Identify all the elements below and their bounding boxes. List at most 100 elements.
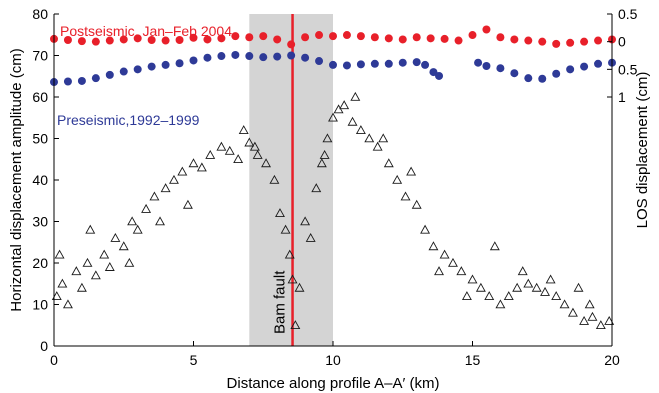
- data-point: [412, 58, 421, 67]
- data-point: [566, 65, 575, 74]
- data-point: [456, 266, 467, 276]
- data-point: [119, 35, 128, 44]
- data-point: [182, 199, 193, 209]
- data-point: [301, 53, 310, 62]
- data-point: [579, 315, 590, 325]
- data-point: [175, 36, 184, 45]
- axes-layer: 0 5 10 15 20 0 10 20 30 40 50 60 70 80 0.5 0 0.5 1: [32, 6, 637, 368]
- data-point: [329, 32, 337, 41]
- data-point: [482, 62, 491, 71]
- y-tick-label: 0: [40, 338, 48, 354]
- data-point: [284, 249, 295, 259]
- y2-axis-title: LOS displacement (cm): [634, 72, 651, 229]
- data-point: [538, 74, 547, 83]
- data-point: [203, 35, 212, 44]
- data-point: [567, 307, 578, 317]
- data-point: [512, 282, 523, 292]
- data-point: [147, 62, 156, 71]
- data-point: [189, 56, 198, 65]
- data-point: [384, 34, 393, 43]
- data-point: [595, 320, 606, 330]
- data-point: [54, 249, 65, 259]
- data-point: [231, 50, 240, 59]
- data-point: [587, 311, 598, 321]
- data-point: [141, 203, 152, 213]
- data-point: [189, 33, 198, 42]
- data-point: [426, 34, 435, 43]
- fault-zone-band-layer: [249, 14, 333, 346]
- x-axis-title: Distance along profile A–A′ (km): [227, 375, 440, 392]
- data-point: [474, 58, 483, 67]
- data-point: [495, 299, 506, 309]
- data-point: [350, 91, 361, 101]
- data-point: [428, 241, 439, 251]
- data-point: [294, 282, 305, 292]
- data-point: [91, 74, 100, 83]
- series-label-preseismic: Preseismic,1992–1999: [57, 112, 200, 128]
- data-point: [155, 216, 165, 226]
- data-point: [448, 257, 458, 267]
- data-point: [217, 52, 226, 61]
- y-axis-title: Horizontal displacement amplitude (cm): [8, 48, 25, 311]
- data-point: [573, 282, 584, 292]
- y-tick-label: 60: [32, 89, 48, 105]
- fault-zone-band: [249, 14, 333, 346]
- x-tick-label: 20: [604, 352, 620, 368]
- data-point: [90, 270, 101, 280]
- x-tick-label: 10: [325, 352, 341, 368]
- data-point: [177, 166, 188, 176]
- data-point: [231, 32, 240, 41]
- data-point: [370, 33, 379, 42]
- data-point: [355, 125, 366, 135]
- data-point: [205, 149, 216, 159]
- data-point: [524, 74, 533, 83]
- data-point: [342, 31, 351, 40]
- data-point: [104, 262, 115, 271]
- fault-label: Bam fault: [272, 270, 289, 334]
- data-point: [63, 36, 72, 45]
- data-point: [233, 154, 244, 164]
- data-point: [552, 39, 561, 48]
- data-point: [503, 291, 514, 301]
- data-point: [275, 208, 285, 218]
- data-point: [133, 65, 142, 74]
- data-point: [147, 36, 156, 45]
- data-point: [594, 59, 603, 68]
- data-point: [434, 266, 444, 276]
- data-point: [51, 291, 62, 301]
- data-point: [540, 286, 551, 296]
- data-point: [160, 183, 171, 193]
- data-point: [249, 141, 260, 151]
- data-point: [370, 59, 379, 68]
- data-point: [161, 36, 170, 45]
- data-point: [133, 34, 142, 43]
- data-point: [398, 35, 407, 44]
- data-point: [91, 37, 100, 46]
- data-point: [524, 36, 533, 45]
- data-point: [301, 33, 310, 42]
- data-point: [538, 37, 547, 46]
- data-point: [552, 69, 561, 78]
- data-point: [261, 158, 272, 168]
- data-point: [411, 199, 422, 209]
- data-point: [545, 274, 556, 284]
- data-point: [484, 291, 495, 301]
- series-1: [50, 50, 616, 87]
- data-point: [316, 158, 327, 168]
- data-point: [245, 52, 254, 61]
- x-tick-label: 5: [190, 352, 198, 368]
- data-point: [244, 137, 255, 147]
- data-point: [315, 31, 324, 40]
- data-point: [127, 216, 138, 226]
- data-point: [339, 100, 350, 110]
- data-point: [517, 266, 528, 276]
- data-point: [440, 34, 449, 43]
- data-point: [169, 174, 179, 184]
- data-point: [523, 278, 534, 288]
- data-point: [420, 224, 431, 234]
- data-point: [252, 149, 263, 159]
- series-0: [50, 25, 616, 49]
- data-point: [406, 166, 417, 176]
- data-point: [429, 68, 438, 77]
- data-point: [280, 224, 291, 234]
